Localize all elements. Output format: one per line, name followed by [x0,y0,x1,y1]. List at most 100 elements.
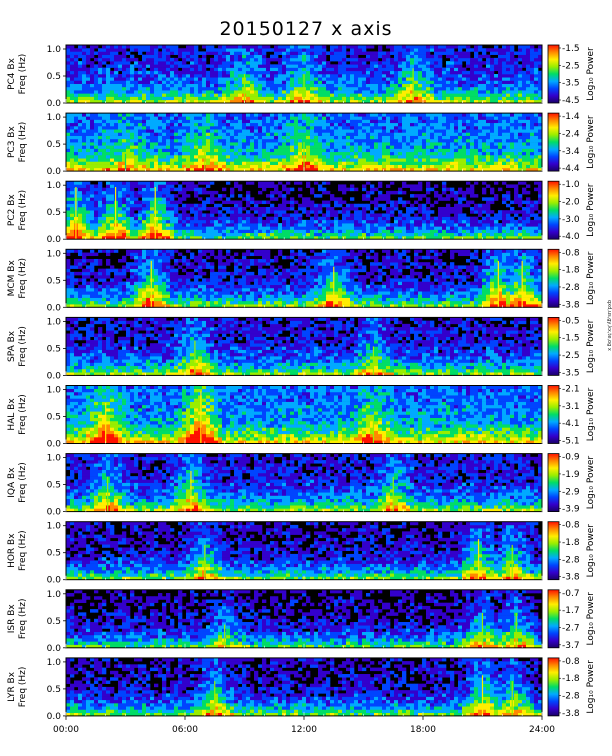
spectral-cell [462,58,466,62]
spectral-cell [358,129,362,133]
spectral-cell [294,116,298,120]
spectral-cell [218,77,222,81]
spectral-cell [126,145,130,149]
spectral-cell [202,226,206,230]
spectral-cell [438,77,442,81]
spectral-cell [514,129,518,133]
spectral-cell [86,145,90,149]
spectral-cell [262,48,266,52]
spectral-cell [306,158,310,162]
spectral-cell [334,97,338,101]
spectral-cell [502,126,506,130]
spectral-cell [470,80,474,84]
spectral-cell [434,139,438,143]
spectral-cell [238,61,242,65]
spectral-cell [422,93,426,97]
spectral-cell [422,120,426,124]
spectral-cell [314,80,318,84]
spectral-cell [238,155,242,159]
spectral-cell [470,58,474,62]
spectral-cell [178,152,182,156]
spectral-cell [226,84,230,88]
spectral-cell [78,68,82,72]
spectral-cell [158,58,162,62]
spectral-cell [198,149,202,153]
spectral-cell [138,191,142,195]
spectral-cell [426,139,430,143]
spectral-cell [434,80,438,84]
spectral-cell [94,233,98,237]
spectral-cell [302,116,306,120]
spectral-cell [510,123,514,127]
spectral-cell [502,64,506,68]
spectral-cell [498,48,502,52]
spectral-cell [402,58,406,62]
spectral-cell [74,93,78,97]
spectral-cell [366,136,370,140]
spectral-cell [138,123,142,127]
spectral-cell [162,152,166,156]
spectral-cell [350,90,354,94]
spectral-cell [154,142,158,146]
spectral-cell [70,181,74,185]
spectral-cell [146,120,150,124]
spectral-cell [266,161,270,165]
spectral-cell [514,93,518,97]
spectral-cell [382,90,386,94]
spectral-cell [130,129,134,133]
spectral-cell [230,223,234,227]
spectral-cell [102,120,106,124]
spectral-cell [74,80,78,84]
spectral-cell [406,155,410,159]
spectral-cell [242,123,246,127]
spectral-cell [210,149,214,153]
spectral-cell [206,139,210,143]
spectral-cell [218,165,222,169]
spectral-cell [246,93,250,97]
spectral-cell [350,142,354,146]
spectral-cell [490,116,494,120]
spectral-cell [290,51,294,55]
spectral-cell [302,123,306,127]
spectral-cell [70,226,74,230]
spectral-cell [454,152,458,156]
spectral-cell [166,123,170,127]
spectral-cell [526,161,530,165]
spectral-cell [446,45,450,49]
spectral-cell [90,71,94,75]
spectral-cell [146,116,150,120]
spectral-cell [438,84,442,88]
spectral-cell [78,233,82,237]
spectral-cell [434,97,438,101]
spectral-cell [450,129,454,133]
spectral-cell [426,129,430,133]
spectral-cell [74,149,78,153]
spectral-cell [354,116,358,120]
spectral-cell [510,51,514,55]
spectral-cell [298,97,302,101]
spectral-cell [142,155,146,159]
spectral-cell [222,142,226,146]
spectral-cell [66,51,70,55]
spectral-cell [526,123,530,127]
spectral-cell [454,97,458,101]
spectral-cell [94,87,98,91]
spectral-cell [238,145,242,149]
spectral-cell [334,87,338,91]
spectral-cell [102,93,106,97]
spectral-cell [158,77,162,81]
spectral-cell [142,132,146,136]
spectral-cell [118,84,122,88]
spectral-cell [482,149,486,153]
spectral-cell [482,158,486,162]
spectral-cell [130,223,134,227]
spectral-cell [142,184,146,188]
spectral-cell [110,204,114,208]
spectral-cell [146,210,150,214]
spectral-cell [394,97,398,101]
spectral-cell [146,87,150,91]
spectral-cell [246,136,250,140]
spectral-cell [486,87,490,91]
spectral-cell [314,129,318,133]
spectral-cell [70,158,74,162]
